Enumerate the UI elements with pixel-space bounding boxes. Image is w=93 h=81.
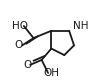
- Text: O: O: [15, 40, 23, 50]
- Text: O: O: [23, 60, 31, 70]
- Text: OH: OH: [44, 68, 60, 78]
- Text: NH: NH: [73, 21, 89, 31]
- Text: HO: HO: [12, 21, 28, 31]
